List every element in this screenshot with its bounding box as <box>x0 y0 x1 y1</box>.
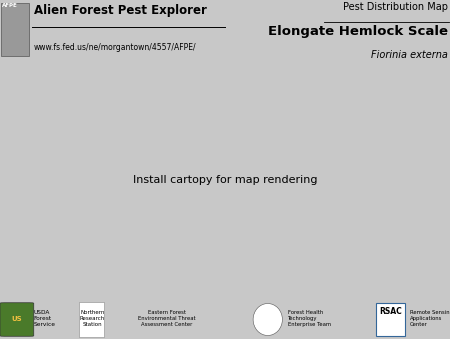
Text: Fiorinia externa: Fiorinia externa <box>371 50 448 60</box>
Text: Install cartopy for map rendering: Install cartopy for map rendering <box>133 175 317 185</box>
Text: Alien Forest Pest Explorer: Alien Forest Pest Explorer <box>34 4 207 17</box>
Text: Forest Health
Technology
Enterprise Team: Forest Health Technology Enterprise Team <box>288 311 331 327</box>
Text: AFPE: AFPE <box>2 3 18 8</box>
Text: Northern
Research
Station: Northern Research Station <box>80 311 105 327</box>
Text: Elongate Hemlock Scale: Elongate Hemlock Scale <box>268 25 448 38</box>
Text: Pest Distribution Map: Pest Distribution Map <box>343 2 448 12</box>
Bar <box>79 302 104 337</box>
Bar <box>1 3 29 56</box>
Text: www.fs.fed.us/ne/morgantown/4557/AFPE/: www.fs.fed.us/ne/morgantown/4557/AFPE/ <box>34 43 196 52</box>
Text: US: US <box>11 316 22 322</box>
Text: USDA
Forest
Service: USDA Forest Service <box>34 311 56 327</box>
Bar <box>376 303 405 336</box>
Text: Remote Sensing
Applications
Center: Remote Sensing Applications Center <box>410 311 450 327</box>
Ellipse shape <box>253 303 283 336</box>
Text: Eastern Forest
Environmental Threat
Assessment Center: Eastern Forest Environmental Threat Asse… <box>138 311 195 327</box>
Text: RSAC: RSAC <box>379 307 402 316</box>
FancyBboxPatch shape <box>0 303 34 336</box>
